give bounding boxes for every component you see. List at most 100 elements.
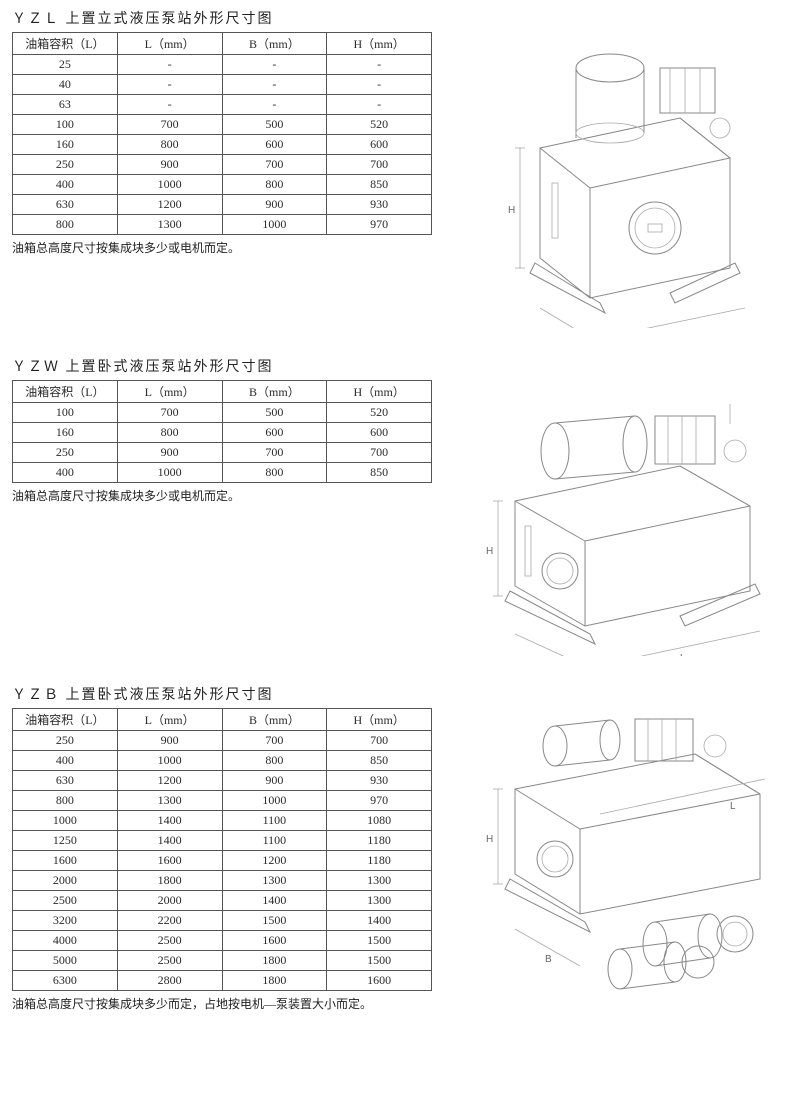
table-cell: 1200: [222, 851, 327, 871]
yzb-diagram: H B L: [460, 684, 780, 1014]
table-cell: 400: [13, 751, 118, 771]
table-cell: 800: [13, 215, 118, 235]
col-header: B（mm）: [222, 33, 327, 55]
table-row: 1250140011001180: [13, 831, 432, 851]
table-cell: 970: [327, 215, 432, 235]
table-cell: 1100: [222, 811, 327, 831]
table-cell: 1000: [222, 215, 327, 235]
table-cell: 1800: [222, 971, 327, 991]
table-row: 250900700700: [13, 155, 432, 175]
col-header: L（mm）: [117, 709, 222, 731]
table-row: 4001000800850: [13, 463, 432, 483]
table-cell: 40: [13, 75, 118, 95]
table-row: 6301200900930: [13, 771, 432, 791]
table-cell: 900: [222, 771, 327, 791]
col-header: H（mm）: [327, 709, 432, 731]
table-cell: 1500: [222, 911, 327, 931]
table-cell: 1200: [117, 195, 222, 215]
yzw-left: ＹＺＷ 上置卧式液压泵站外形尺寸图 油箱容积（L） L（mm） B（mm） H（…: [12, 356, 432, 504]
table-cell: 1180: [327, 831, 432, 851]
dim-l-label: L: [730, 801, 736, 812]
table-cell: 700: [327, 443, 432, 463]
table-cell: 700: [117, 403, 222, 423]
table-cell: 600: [222, 423, 327, 443]
table-cell: 970: [327, 791, 432, 811]
table-cell: 700: [327, 731, 432, 751]
table-cell: 160: [13, 135, 118, 155]
table-cell: 3200: [13, 911, 118, 931]
yzw-note: 油箱总高度尺寸按集成块多少或电机而定。: [12, 487, 432, 504]
col-header: H（mm）: [327, 33, 432, 55]
table-cell: 630: [13, 771, 118, 791]
dim-h-label: H: [486, 546, 493, 557]
table-cell: 930: [327, 195, 432, 215]
table-row: 80013001000970: [13, 791, 432, 811]
table-cell: 250: [13, 731, 118, 751]
col-header: L（mm）: [117, 33, 222, 55]
table-cell: 1000: [222, 791, 327, 811]
yzw-diagram: H B L: [460, 356, 780, 656]
table-cell: 4000: [13, 931, 118, 951]
table-row: 5000250018001500: [13, 951, 432, 971]
section-yzw: ＹＺＷ 上置卧式液压泵站外形尺寸图 油箱容积（L） L（mm） B（mm） H（…: [12, 356, 788, 656]
table-cell: 600: [327, 135, 432, 155]
col-header: 油箱容积（L）: [13, 381, 118, 403]
yzw-diagram-wrap: H B L: [452, 356, 788, 656]
table-cell: 1080: [327, 811, 432, 831]
yzb-note: 油箱总高度尺寸按集成块多少而定，占地按电机—泵装置大小而定。: [12, 995, 432, 1012]
yzw-tbody: 1007005005201608006006002509007007004001…: [13, 403, 432, 483]
table-cell: 2500: [117, 931, 222, 951]
table-cell: 600: [222, 135, 327, 155]
table-row: 63---: [13, 95, 432, 115]
table-cell: 2800: [117, 971, 222, 991]
col-header: B（mm）: [222, 381, 327, 403]
yzw-table: 油箱容积（L） L（mm） B（mm） H（mm） 10070050052016…: [12, 380, 432, 483]
table-cell: 1400: [222, 891, 327, 911]
table-row: 1000140011001080: [13, 811, 432, 831]
table-cell: 2000: [117, 891, 222, 911]
col-header: B（mm）: [222, 709, 327, 731]
table-row: 40---: [13, 75, 432, 95]
yzb-title: ＹＺＢ 上置卧式液压泵站外形尺寸图: [12, 684, 432, 704]
table-row: 160800600600: [13, 135, 432, 155]
table-cell: 700: [327, 155, 432, 175]
table-cell: 25: [13, 55, 118, 75]
yzb-table: 油箱容积（L） L（mm） B（mm） H（mm） 25090070070040…: [12, 708, 432, 991]
table-row: 25---: [13, 55, 432, 75]
table-cell: 600: [327, 423, 432, 443]
table-cell: 100: [13, 403, 118, 423]
table-row: 2500200014001300: [13, 891, 432, 911]
table-cell: 520: [327, 403, 432, 423]
table-cell: 1250: [13, 831, 118, 851]
table-cell: 1300: [117, 215, 222, 235]
table-cell: 1180: [327, 851, 432, 871]
table-cell: 900: [117, 443, 222, 463]
table-cell: 800: [117, 423, 222, 443]
dim-b-label: B: [545, 954, 552, 965]
table-row: 80013001000970: [13, 215, 432, 235]
table-row: 160800600600: [13, 423, 432, 443]
table-cell: 2000: [13, 871, 118, 891]
table-cell: 1800: [117, 871, 222, 891]
yzl-tbody: 25---40---63---1007005005201608006006002…: [13, 55, 432, 235]
table-cell: 900: [222, 195, 327, 215]
yzl-diagram: H B L: [470, 8, 770, 328]
table-cell: 2500: [13, 891, 118, 911]
table-cell: 800: [222, 463, 327, 483]
table-row: 100700500520: [13, 403, 432, 423]
table-cell: 400: [13, 175, 118, 195]
table-cell: 900: [117, 155, 222, 175]
table-cell: 1800: [222, 951, 327, 971]
table-row: 250900700700: [13, 443, 432, 463]
table-cell: 1400: [327, 911, 432, 931]
section-yzb: ＹＺＢ 上置卧式液压泵站外形尺寸图 油箱容积（L） L（mm） B（mm） H（…: [12, 684, 788, 1014]
dim-l-label: L: [680, 653, 686, 656]
table-cell: 500: [222, 115, 327, 135]
table-cell: 1600: [327, 971, 432, 991]
table-row: 4001000800850: [13, 751, 432, 771]
table-cell: 63: [13, 95, 118, 115]
table-cell: 1600: [222, 931, 327, 951]
table-cell: 1000: [117, 751, 222, 771]
yzl-left: ＹＺＬ 上置立式液压泵站外形尺寸图 油箱容积（L） L（mm） B（mm） H（…: [12, 8, 432, 256]
table-cell: 100: [13, 115, 118, 135]
